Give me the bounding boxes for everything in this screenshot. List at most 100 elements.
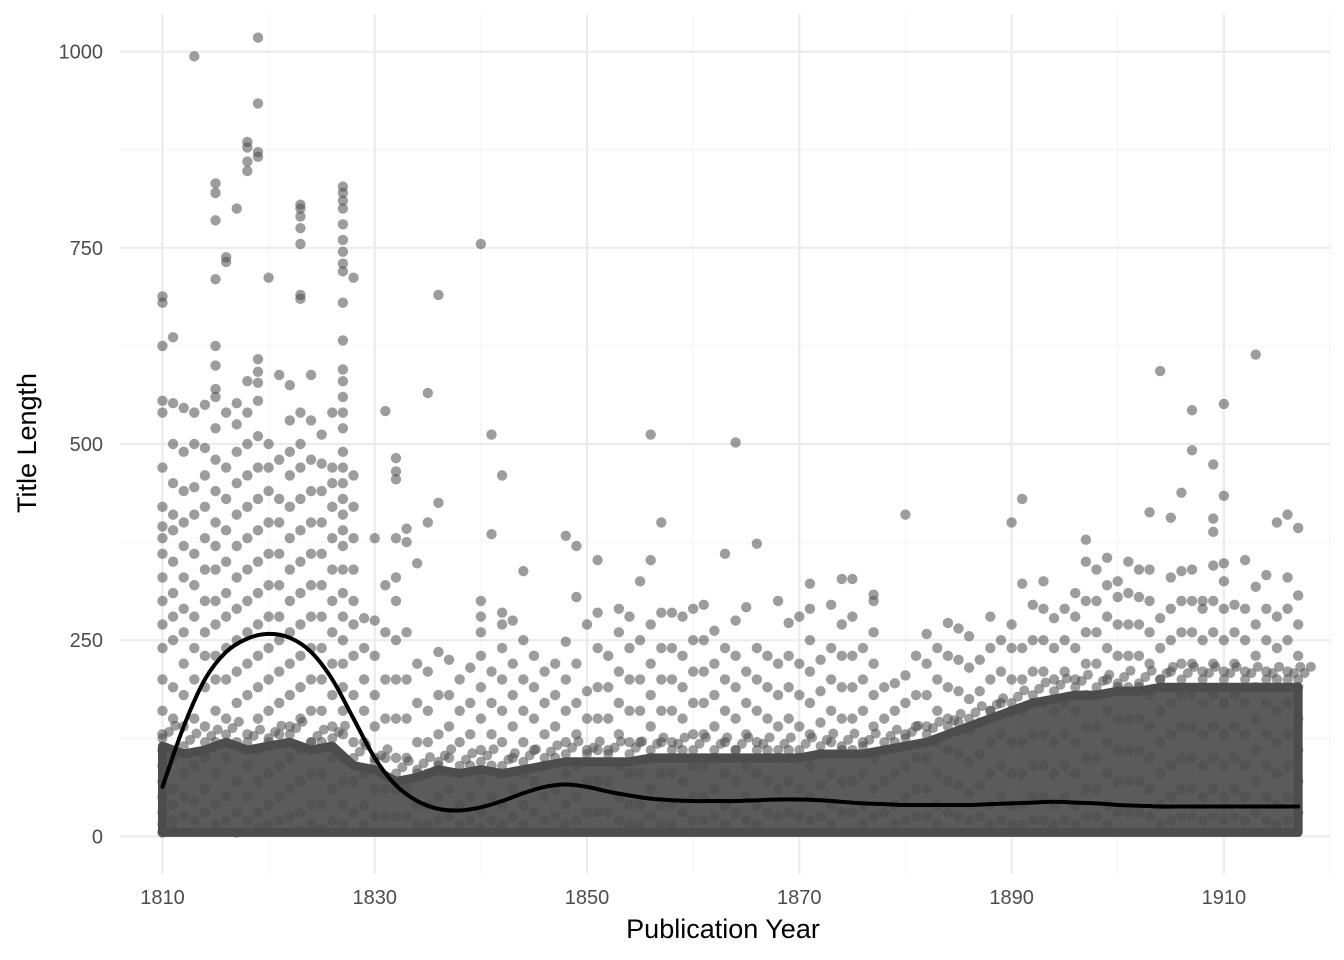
data-point (199, 627, 211, 638)
data-point (252, 32, 264, 43)
data-point (1218, 398, 1230, 410)
data-point (496, 768, 508, 779)
data-point (836, 744, 847, 756)
data-point (560, 799, 571, 811)
data-point (1123, 776, 1134, 787)
data-point (486, 666, 497, 677)
data-point (157, 705, 168, 716)
data-point (284, 532, 296, 544)
data-point (199, 650, 211, 662)
data-point (1133, 776, 1145, 787)
data-point (804, 666, 816, 677)
data-point (719, 705, 731, 716)
x-tick-label: 1890 (989, 887, 1034, 909)
band-edge-point (1293, 674, 1304, 685)
data-point (337, 587, 349, 599)
data-point (348, 272, 359, 283)
data-point (507, 721, 518, 732)
data-point (295, 203, 306, 214)
data-point (539, 697, 550, 709)
data-point (1070, 587, 1081, 599)
data-point (528, 713, 540, 724)
data-point (1250, 619, 1261, 630)
data-point (995, 791, 1007, 803)
data-point (709, 658, 720, 669)
data-point (1144, 689, 1155, 701)
data-point (305, 415, 317, 426)
data-point (167, 799, 179, 811)
data-point (1176, 658, 1187, 669)
band-edge-point (418, 758, 429, 769)
data-point (305, 611, 317, 622)
data-point (932, 642, 943, 654)
data-point (794, 752, 805, 764)
data-point (178, 517, 189, 528)
data-point (1091, 721, 1102, 732)
data-point (921, 811, 932, 822)
data-point (337, 335, 349, 346)
data-point (274, 454, 285, 465)
data-point (422, 387, 434, 399)
data-point (1186, 784, 1198, 795)
data-point (762, 713, 773, 724)
data-point (656, 642, 667, 654)
data-point (157, 532, 168, 544)
data-point (985, 768, 996, 779)
data-point (900, 697, 911, 709)
data-point (1112, 807, 1123, 818)
data-point (1261, 666, 1272, 677)
data-point (772, 595, 784, 607)
data-point (581, 744, 593, 756)
data-point (1112, 776, 1123, 787)
data-point (645, 811, 656, 822)
data-point (454, 819, 465, 830)
data-point (178, 658, 189, 669)
data-point (1101, 674, 1113, 685)
data-point (157, 760, 168, 771)
data-point (1101, 736, 1113, 748)
data-point (910, 784, 922, 795)
data-point (751, 642, 763, 654)
data-point (985, 674, 996, 685)
data-point (369, 615, 380, 626)
data-point (507, 811, 518, 822)
data-point (1282, 634, 1293, 646)
data-point (454, 674, 465, 685)
data-point (433, 689, 444, 701)
data-point (528, 744, 540, 756)
data-point (1197, 760, 1208, 771)
data-point (1048, 612, 1060, 624)
data-point (1123, 587, 1134, 599)
data-point (560, 636, 571, 647)
data-point (1059, 666, 1070, 677)
band-edge-point (843, 734, 854, 745)
data-point (995, 634, 1007, 646)
data-point (1070, 642, 1081, 654)
data-point (263, 462, 274, 473)
data-point (358, 799, 370, 811)
data-point (730, 713, 741, 724)
data-point (900, 729, 911, 740)
data-point (592, 807, 603, 818)
data-point (889, 768, 901, 779)
data-point (772, 721, 784, 732)
data-point (900, 760, 911, 771)
data-point (433, 289, 444, 301)
data-point (581, 685, 593, 697)
data-point (900, 791, 911, 803)
data-point (794, 658, 805, 669)
band-edge-point (1182, 668, 1193, 679)
data-point (857, 768, 869, 779)
data-point (1282, 572, 1293, 583)
data-point (1144, 658, 1155, 669)
data-point (1176, 784, 1187, 795)
data-point (252, 682, 264, 693)
data-point (1292, 807, 1304, 818)
data-point (252, 650, 264, 662)
data-point (231, 478, 242, 489)
data-point (189, 509, 200, 520)
data-point (1292, 522, 1304, 534)
data-point (1123, 744, 1134, 756)
data-point (348, 619, 359, 630)
band-edge-point (1119, 672, 1130, 683)
